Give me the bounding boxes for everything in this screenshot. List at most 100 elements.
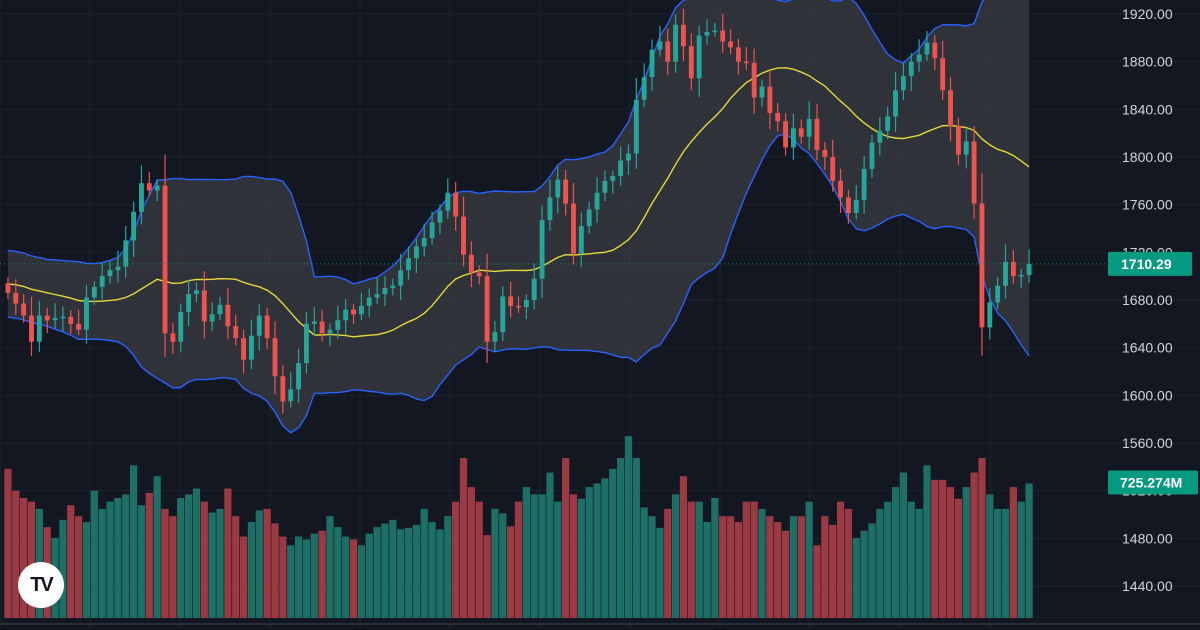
candle-body bbox=[665, 41, 671, 62]
candle-body bbox=[1010, 261, 1016, 277]
candle-body bbox=[657, 41, 663, 50]
volume-bar bbox=[601, 478, 609, 618]
volume-bar bbox=[562, 458, 570, 618]
tradingview-logo[interactable]: TV bbox=[18, 562, 64, 608]
volume-bar bbox=[719, 516, 727, 618]
volume-bar bbox=[946, 487, 955, 618]
candle-body bbox=[280, 376, 286, 402]
volume-bar bbox=[349, 539, 358, 618]
volume-bars bbox=[4, 436, 1033, 618]
volume-bar bbox=[271, 523, 279, 618]
volume-bar bbox=[687, 501, 695, 618]
candle-body bbox=[1003, 261, 1008, 286]
volume-bar bbox=[4, 468, 12, 618]
volume-bar bbox=[868, 523, 876, 618]
volume-bar bbox=[703, 522, 711, 618]
volume-bar bbox=[302, 539, 311, 618]
price-axis[interactable]: 1920.001880.001840.001800.001760.001720.… bbox=[1122, 6, 1173, 594]
volume-bar bbox=[294, 536, 303, 618]
volume-bar bbox=[90, 490, 98, 618]
candle-body bbox=[296, 363, 301, 390]
candle-body bbox=[500, 296, 506, 333]
candle-body bbox=[115, 266, 121, 271]
candle-body bbox=[492, 332, 498, 342]
volume-bar bbox=[357, 545, 366, 618]
candle-body bbox=[91, 286, 97, 298]
volume-bar bbox=[381, 523, 389, 618]
candle-body bbox=[869, 142, 875, 169]
last-price-tag-background bbox=[1108, 251, 1192, 276]
volume-bar bbox=[986, 494, 994, 618]
y-axis-tick-label: 1880.00 bbox=[1122, 54, 1173, 70]
volume-bar bbox=[844, 508, 853, 618]
volume-bar bbox=[145, 492, 153, 618]
volume-bar bbox=[617, 458, 625, 618]
volume-bar bbox=[1009, 487, 1017, 618]
candle-body bbox=[194, 290, 199, 295]
volume-bar bbox=[514, 501, 523, 618]
candle-body bbox=[555, 179, 561, 198]
volume-bar bbox=[137, 505, 146, 618]
y-axis-tick-label: 1640.00 bbox=[1122, 340, 1173, 356]
candle-body bbox=[241, 338, 247, 360]
candle-body bbox=[272, 338, 278, 377]
volume-bar bbox=[365, 533, 373, 618]
candle-body bbox=[586, 209, 592, 227]
candle-body bbox=[971, 141, 977, 204]
volume-bar bbox=[67, 505, 75, 618]
volume-bar bbox=[766, 516, 774, 618]
candle-body bbox=[987, 302, 993, 328]
candle-body bbox=[358, 305, 364, 315]
candle-body bbox=[885, 116, 891, 131]
volume-bar bbox=[263, 508, 271, 618]
candle-body bbox=[610, 176, 616, 181]
volume-bar bbox=[59, 519, 67, 618]
candle-body bbox=[84, 297, 89, 330]
volume-bar bbox=[310, 533, 318, 618]
volume-bar bbox=[585, 487, 593, 618]
volume-bar bbox=[459, 458, 468, 618]
volume-bar bbox=[876, 508, 884, 618]
candle-body bbox=[893, 90, 898, 117]
volume-bar bbox=[279, 536, 287, 618]
volume-bar bbox=[1001, 508, 1010, 618]
volume-bar bbox=[821, 516, 829, 618]
candle-body bbox=[335, 320, 341, 330]
candle-body bbox=[932, 42, 938, 59]
volume-bar bbox=[884, 501, 892, 618]
candle-body bbox=[453, 192, 459, 217]
volume-bar bbox=[679, 476, 688, 618]
volume-bar bbox=[648, 516, 656, 618]
volume-bar bbox=[169, 516, 177, 618]
volume-bar bbox=[939, 479, 947, 618]
candle-body bbox=[201, 290, 207, 322]
volume-bar bbox=[334, 527, 342, 618]
candle-body bbox=[626, 153, 631, 161]
volume-bar bbox=[1017, 501, 1025, 618]
candle-body bbox=[618, 160, 624, 177]
candle-body bbox=[36, 315, 42, 342]
candle-body bbox=[162, 185, 168, 334]
volume-bar bbox=[114, 498, 122, 618]
candle-body bbox=[908, 61, 914, 76]
volume-bar bbox=[216, 508, 224, 618]
volume-bar bbox=[161, 508, 169, 618]
volume-bar bbox=[805, 501, 813, 618]
candle-body bbox=[484, 276, 490, 342]
volume-bar bbox=[907, 501, 915, 618]
candle-body bbox=[476, 272, 482, 277]
volume-bar bbox=[546, 472, 554, 618]
candle-body bbox=[767, 86, 773, 113]
volume-bar bbox=[962, 487, 970, 618]
volume-bar bbox=[852, 538, 860, 618]
volume-bar bbox=[577, 498, 585, 618]
volume-bar bbox=[129, 465, 138, 618]
candle-body bbox=[351, 309, 356, 315]
candle-body bbox=[248, 335, 254, 360]
candle-body bbox=[311, 321, 317, 324]
candle-body bbox=[429, 222, 435, 239]
candle-body bbox=[186, 294, 192, 312]
volume-bar bbox=[656, 527, 664, 618]
candle-body bbox=[68, 316, 74, 324]
